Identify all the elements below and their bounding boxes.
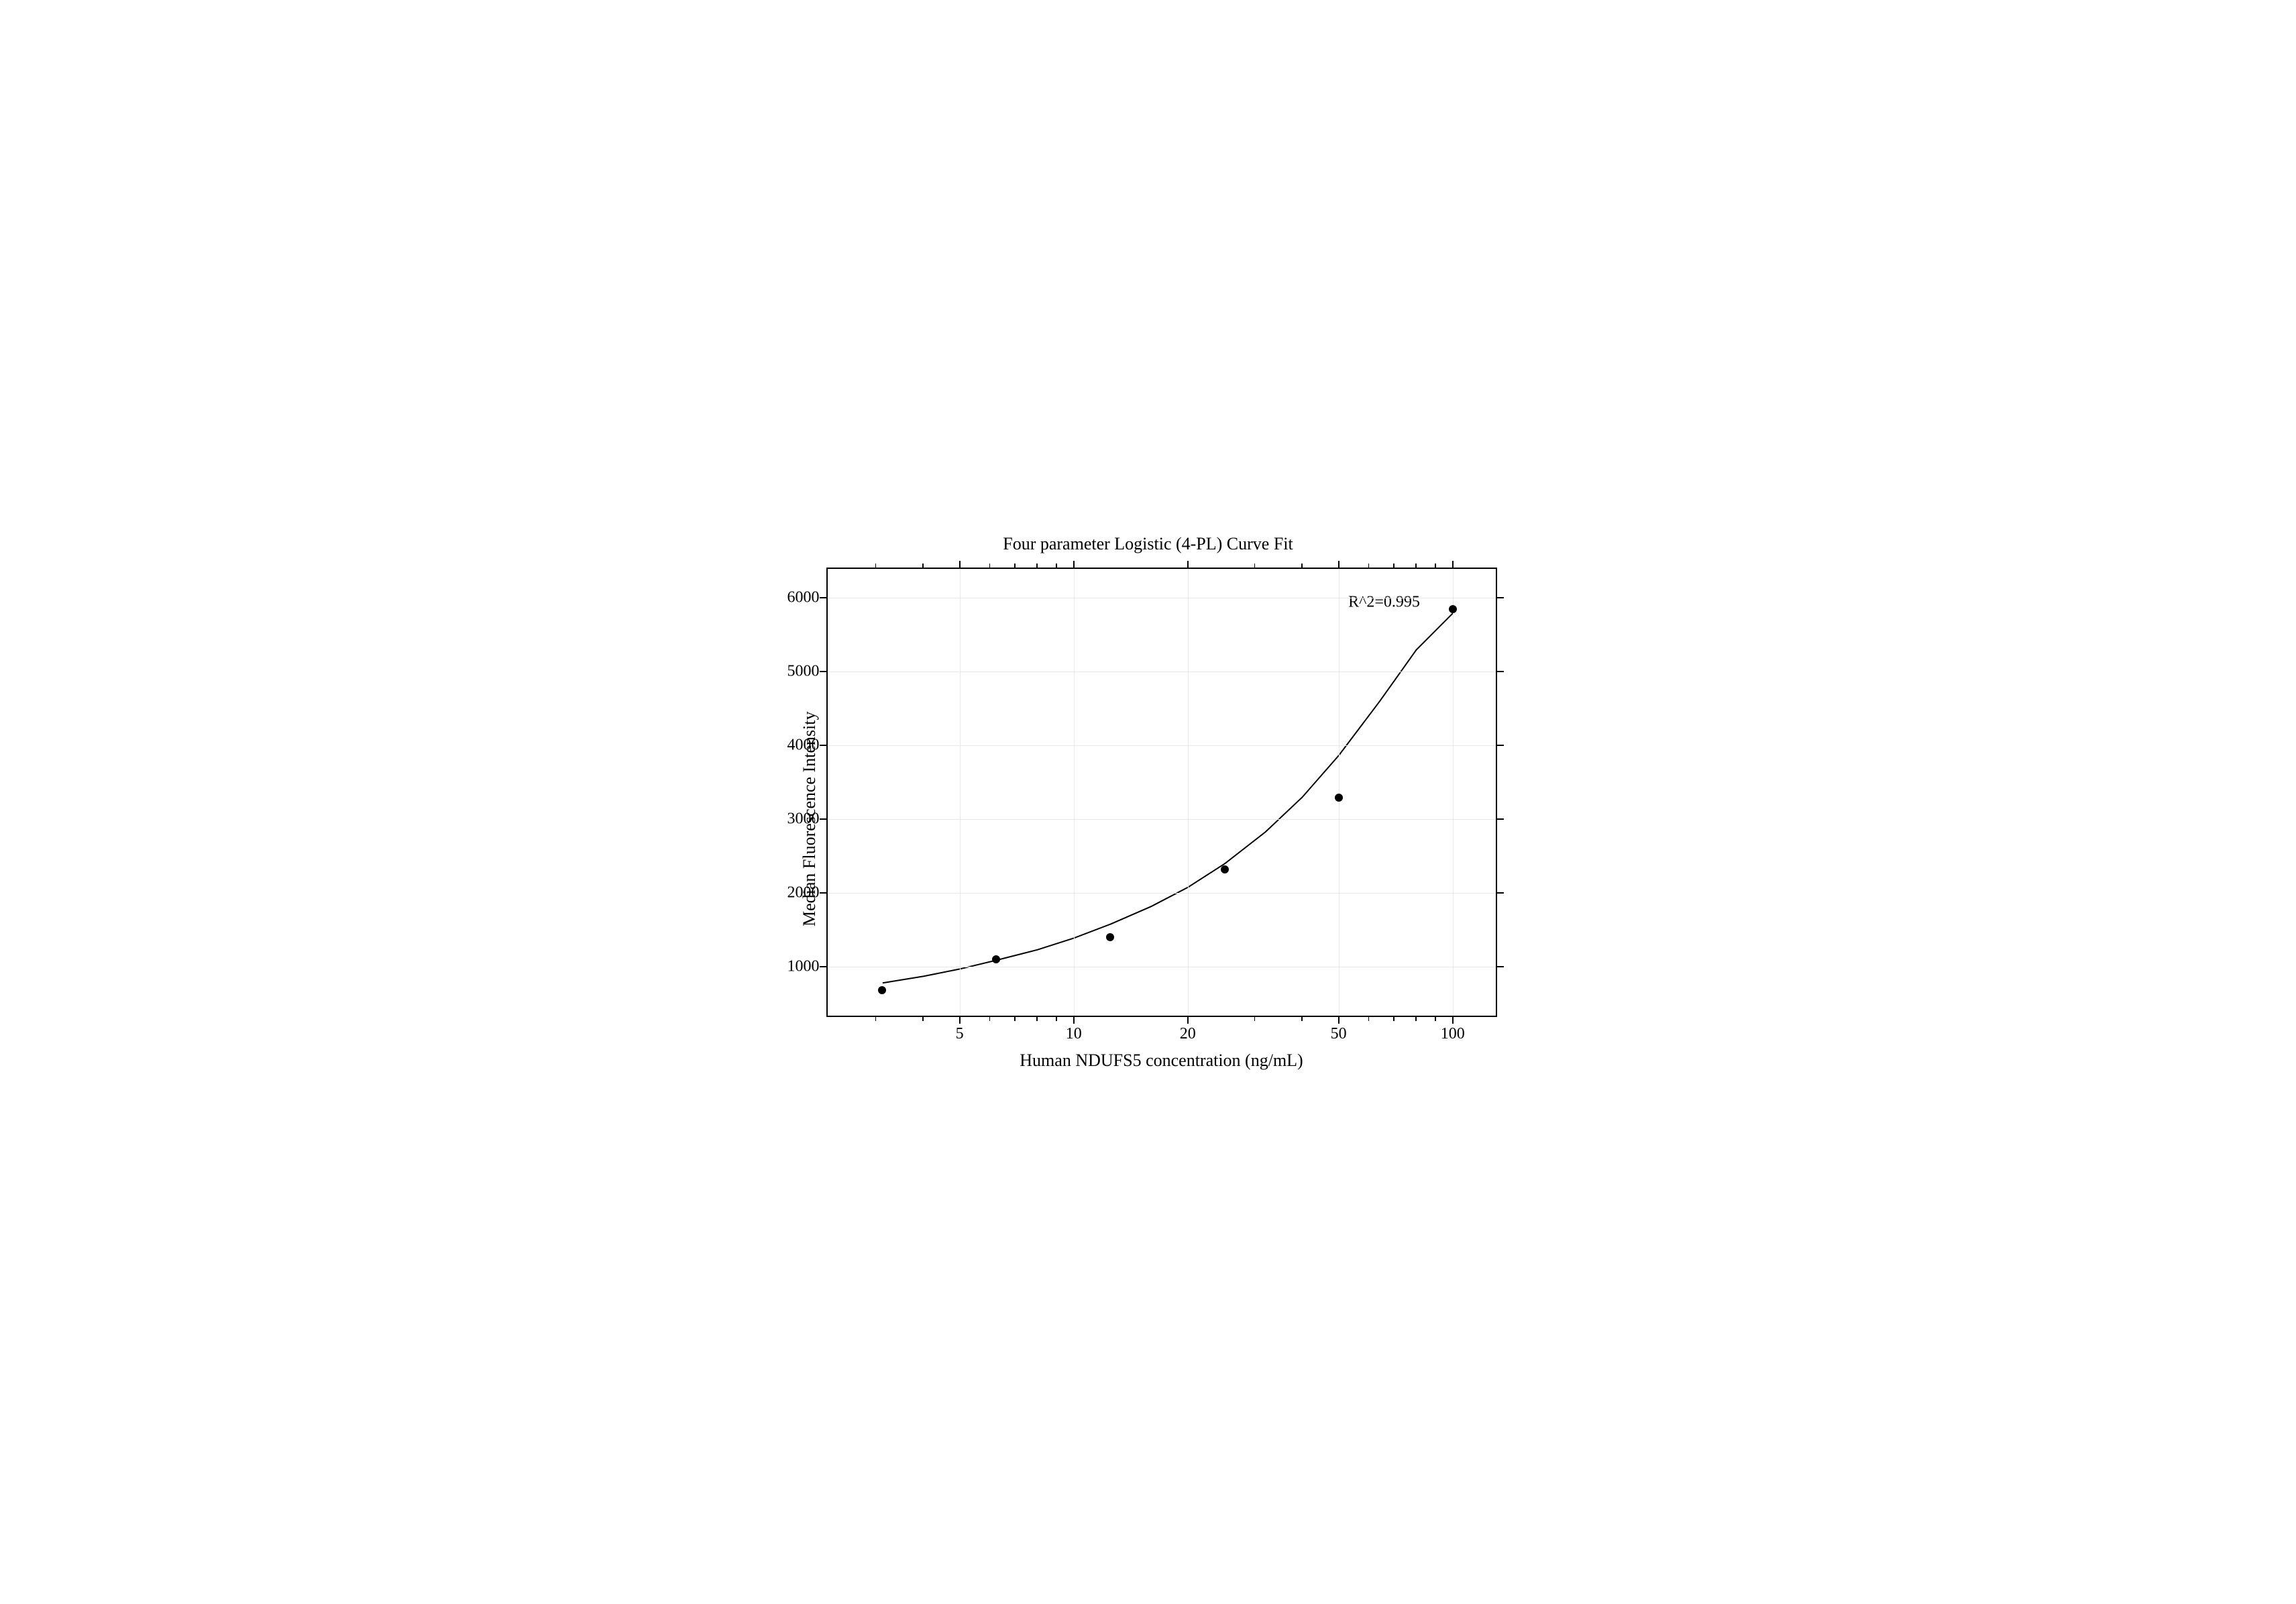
y-tick-right: [1497, 597, 1504, 598]
y-tick-label: 5000: [787, 663, 828, 681]
x-tick-label: 5: [956, 1016, 964, 1043]
grid-line-horizontal: [828, 819, 1496, 820]
x-minor-tick-top: [1301, 564, 1303, 568]
x-minor-tick-bottom: [1368, 1017, 1370, 1021]
x-minor-tick-bottom: [1036, 1017, 1038, 1021]
x-minor-tick-bottom: [1014, 1017, 1016, 1021]
x-tick-top: [1073, 561, 1075, 568]
y-tick-right: [1497, 818, 1504, 820]
x-minor-tick-bottom: [989, 1017, 991, 1021]
chart-container: Four parameter Logistic (4-PL) Curve Fit…: [800, 534, 1497, 1071]
curve-line: [828, 569, 1498, 1018]
x-axis-label: Human NDUFS5 concentration (ng/mL): [1020, 1051, 1303, 1071]
plot-and-x: R^2=0.995 100020003000400050006000510205…: [826, 568, 1497, 1071]
y-tick-label: 3000: [787, 810, 828, 828]
data-point: [992, 955, 1000, 963]
x-tick-label: 10: [1066, 1016, 1082, 1043]
x-tick-top: [1338, 561, 1340, 568]
grid-line-vertical: [1339, 569, 1340, 1016]
grid-line-vertical: [1188, 569, 1189, 1016]
plot-wrapper: Median Fluorescence Intensity R^2=0.995 …: [800, 568, 1497, 1071]
x-minor-tick-bottom: [1415, 1017, 1417, 1021]
x-tick-label: 20: [1180, 1016, 1196, 1043]
x-minor-tick-bottom: [1393, 1017, 1395, 1021]
x-minor-tick-bottom: [875, 1017, 877, 1021]
y-tick-label: 4000: [787, 737, 828, 755]
x-minor-tick-top: [922, 564, 924, 568]
y-tick-label: 2000: [787, 884, 828, 902]
r-squared-annotation: R^2=0.995: [1348, 593, 1420, 611]
y-tick-right: [1497, 745, 1504, 746]
grid-line-vertical: [1453, 569, 1454, 1016]
grid-line-horizontal: [828, 893, 1496, 894]
grid-line-horizontal: [828, 745, 1496, 746]
y-tick-right: [1497, 671, 1504, 672]
data-point: [1449, 605, 1457, 613]
x-minor-tick-bottom: [1301, 1017, 1303, 1021]
data-point: [878, 986, 886, 994]
x-minor-tick-top: [1254, 564, 1256, 568]
x-minor-tick-bottom: [922, 1017, 924, 1021]
x-minor-tick-top: [1435, 564, 1436, 568]
x-tick-label: 100: [1441, 1016, 1465, 1043]
chart-title: Four parameter Logistic (4-PL) Curve Fit: [800, 534, 1497, 554]
plot-area: R^2=0.995 100020003000400050006000510205…: [826, 568, 1497, 1017]
x-tick-top: [1452, 561, 1454, 568]
data-point: [1221, 865, 1229, 873]
x-tick-top: [959, 561, 961, 568]
grid-line-vertical: [1074, 569, 1075, 1016]
x-minor-tick-top: [1368, 564, 1370, 568]
y-tick-label: 1000: [787, 957, 828, 975]
y-tick-right: [1497, 966, 1504, 967]
data-point: [1106, 933, 1114, 941]
x-minor-tick-bottom: [1435, 1017, 1436, 1021]
x-minor-tick-top: [1056, 564, 1057, 568]
y-tick-right: [1497, 892, 1504, 894]
x-minor-tick-top: [1036, 564, 1038, 568]
x-minor-tick-bottom: [1056, 1017, 1057, 1021]
x-minor-tick-top: [989, 564, 991, 568]
x-minor-tick-top: [1415, 564, 1417, 568]
x-minor-tick-bottom: [1254, 1017, 1256, 1021]
x-minor-tick-top: [1014, 564, 1016, 568]
data-point: [1335, 794, 1343, 802]
x-minor-tick-top: [1393, 564, 1395, 568]
y-tick-label: 6000: [787, 589, 828, 607]
grid-line-vertical: [960, 569, 961, 1016]
x-tick-label: 50: [1331, 1016, 1347, 1043]
x-minor-tick-top: [875, 564, 877, 568]
x-tick-top: [1187, 561, 1189, 568]
